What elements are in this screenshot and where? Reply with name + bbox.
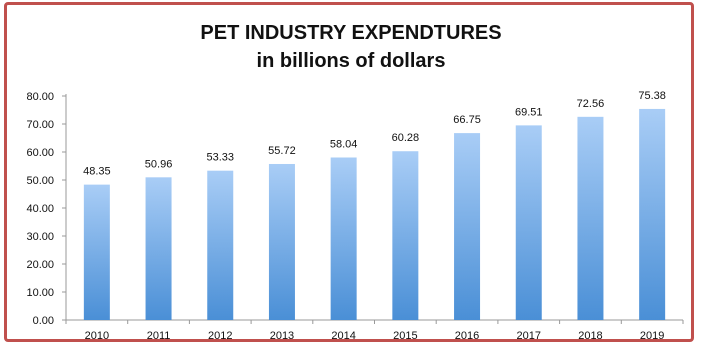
data-label-2016: 66.75 <box>453 114 481 126</box>
data-label-2011: 50.96 <box>145 158 173 170</box>
bar-2010 <box>83 184 110 320</box>
data-label-2017: 69.51 <box>515 106 543 118</box>
x-tick-label-2012: 2012 <box>208 330 232 342</box>
x-tick-label-2016: 2016 <box>455 330 479 342</box>
x-tick-label-2015: 2015 <box>393 330 417 342</box>
bar-2019 <box>639 108 666 320</box>
data-label-2014: 58.04 <box>330 138 358 150</box>
y-tick-label: 60.00 <box>26 147 54 159</box>
data-label-2019: 75.38 <box>638 90 666 102</box>
data-label-2013: 55.72 <box>268 145 296 157</box>
bar-2016 <box>454 133 481 320</box>
x-tick-label-2013: 2013 <box>270 330 294 342</box>
x-tick-label-2017: 2017 <box>517 330 541 342</box>
y-tick-label: 80.00 <box>26 91 54 103</box>
x-tick-label-2011: 2011 <box>147 330 171 342</box>
data-label-2012: 53.33 <box>206 152 234 164</box>
data-label-2015: 60.28 <box>392 132 420 144</box>
x-tick-label-2019: 2019 <box>640 330 664 342</box>
y-tick-label: 10.00 <box>26 287 54 299</box>
bar-2015 <box>392 151 419 320</box>
bar-2017 <box>515 125 542 320</box>
x-tick-label-2018: 2018 <box>578 330 602 342</box>
data-label-2018: 72.56 <box>577 98 605 110</box>
y-tick-label: 70.00 <box>26 119 54 131</box>
bar-2012 <box>207 170 234 320</box>
x-tick-label-2014: 2014 <box>331 330 355 342</box>
y-tick-label: 0.00 <box>33 315 54 327</box>
y-tick-label: 40.00 <box>26 203 54 215</box>
chart-subtitle: in billions of dollars <box>256 50 446 72</box>
y-tick-label: 30.00 <box>26 231 54 243</box>
y-tick-label: 20.00 <box>26 259 54 271</box>
data-label-2010: 48.35 <box>83 166 111 178</box>
bar-2013 <box>268 163 295 320</box>
bar-2011 <box>145 177 172 320</box>
x-tick-label-2010: 2010 <box>85 330 109 342</box>
bar-2014 <box>330 157 357 320</box>
y-tick-label: 50.00 <box>26 175 54 187</box>
chart-title: PET INDUSTRY EXPENDTURES <box>200 22 502 44</box>
bar-2018 <box>577 116 604 320</box>
